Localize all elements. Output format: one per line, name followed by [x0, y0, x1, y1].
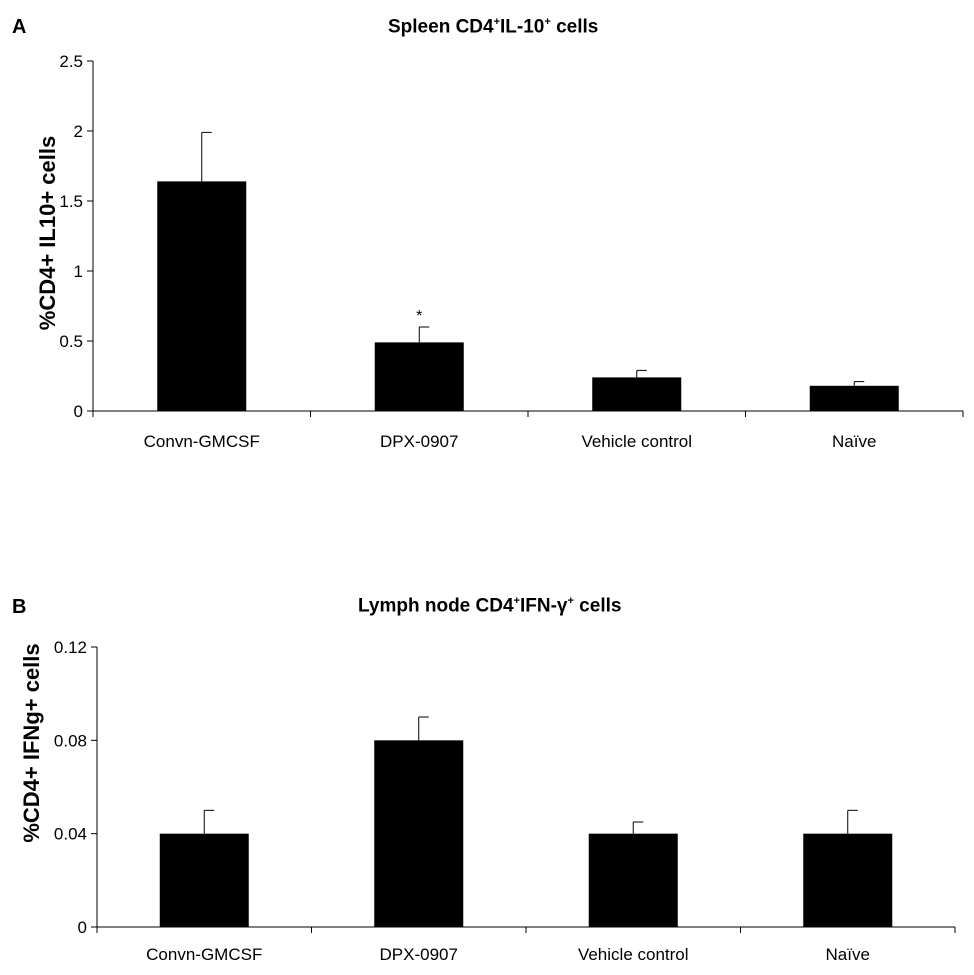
y-tick-label: 2 [74, 122, 83, 141]
y-tick-label: 1 [74, 262, 83, 281]
y-tick-label: 0 [78, 918, 87, 937]
chart-panel-a: A Spleen CD4+IL-10+ cells %CD4+ IL10+ ce… [0, 0, 974, 480]
x-tick-label: Convn-GMCSF [146, 945, 262, 964]
bar-chart-b: 0 0.04 0.08 0.12 Convn-GMCSF DPX-0907 Vehicle … [54, 638, 956, 964]
bar [588, 833, 678, 927]
panel-label-a: A [12, 16, 27, 38]
y-tick-label: 0.5 [59, 332, 83, 351]
y-tick-label: 0 [74, 402, 83, 421]
y-tick-label: 0.12 [54, 638, 87, 657]
bar-chart-a: 0 0.5 1 1.5 2 2.5 Convn-GMCSF * DPX-0907 Vehicle … [59, 52, 964, 451]
chart-title-a: Spleen CD4+IL-10+ cells [388, 16, 599, 38]
y-tick-label: 0.04 [54, 825, 87, 844]
chart-title-b: Lymph node CD4+IFN-γ+ cells [358, 595, 622, 617]
chart-panel-b: B Lymph node CD4+IFN-γ+ cells %CD4+ IFNg… [0, 580, 974, 975]
y-tick-label: 2.5 [59, 52, 83, 71]
bar [592, 377, 682, 411]
bar [157, 181, 247, 411]
bar [803, 833, 893, 927]
x-tick-label: Naïve [832, 432, 876, 451]
y-tick-label: 1.5 [59, 192, 83, 211]
x-tick-label: DPX-0907 [380, 432, 458, 451]
panel-label-b: B [12, 596, 27, 618]
bar [809, 385, 899, 411]
x-tick-label: DPX-0907 [380, 945, 458, 964]
x-tick-label: Vehicle control [578, 945, 689, 964]
significance-marker: * [416, 308, 422, 325]
y-tick-label: 0.08 [54, 731, 87, 750]
x-tick-label: Naïve [826, 945, 870, 964]
x-tick-label: Convn-GMCSF [144, 432, 260, 451]
bar [159, 833, 249, 927]
x-tick-label: Vehicle control [581, 432, 692, 451]
bar [374, 740, 464, 927]
bar [374, 342, 464, 411]
